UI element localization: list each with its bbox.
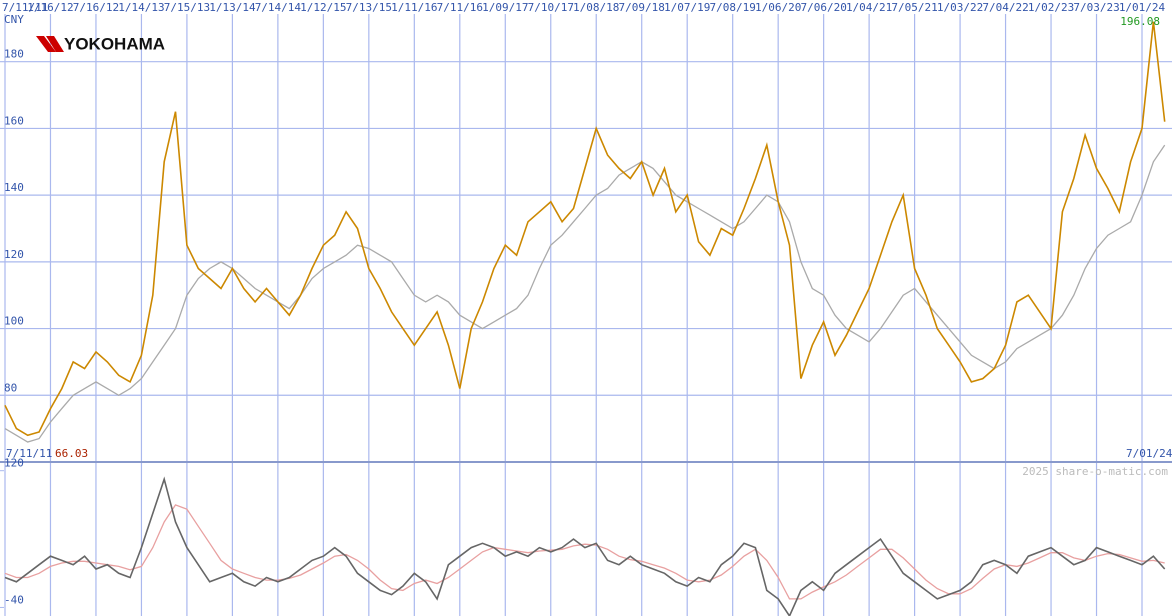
series-line xyxy=(4,476,1166,616)
y-tick-label: 140 xyxy=(4,181,24,194)
x-tick-label: 1/02/23 xyxy=(1028,1,1074,14)
y-tick-label: 120 xyxy=(4,248,24,261)
x-tick-label: 7/14/14 xyxy=(255,1,302,14)
series-line xyxy=(4,144,1166,443)
series-line xyxy=(4,21,1166,437)
x-tick-label: 7/15/13 xyxy=(164,1,210,14)
high-date: 7/01/24 xyxy=(1126,447,1172,460)
series-line xyxy=(4,504,1165,600)
x-tick-label: 7/08/19 xyxy=(710,1,756,14)
x-tick-label: 7/13/15 xyxy=(346,1,392,14)
x-tick-label: 1/01/24 xyxy=(1119,1,1166,14)
x-tick-label: 7/05/21 xyxy=(891,1,937,14)
x-tick-label: 1/03/22 xyxy=(937,1,983,14)
high-value: 196.08 xyxy=(1120,15,1160,28)
x-tick-label: 7/03/23 xyxy=(1073,1,1119,14)
y-tick-label: 180 xyxy=(4,48,24,61)
x-tick-label: 7/04/22 xyxy=(982,1,1028,14)
watermark: 2025 share-o-matic.com xyxy=(1022,465,1168,478)
x-tick-label: 7/06/20 xyxy=(800,1,846,14)
x-tick-label: 1/11/16 xyxy=(391,1,437,14)
logo-mark xyxy=(36,36,56,52)
logo-text: YOKOHAMA xyxy=(64,34,165,53)
x-tick-label: 1/08/18 xyxy=(573,1,619,14)
x-tick-label: 7/10/17 xyxy=(528,1,574,14)
plot xyxy=(4,21,1166,616)
x-tick-label: 1/07/19 xyxy=(664,1,710,14)
y-tick-label: 80 xyxy=(4,381,17,394)
x-tick-label: 1/04/21 xyxy=(846,1,892,14)
x-tick-label: 1/14/13 xyxy=(118,1,164,14)
y-tick-label: 100 xyxy=(4,315,24,328)
x-tick-label: 7/11/11 xyxy=(2,1,48,14)
logo-mark xyxy=(46,36,64,52)
x-tick-label: 1/16/12 xyxy=(27,1,73,14)
x-tick-label: 1/12/15 xyxy=(300,1,346,14)
x-tick-label: 7/16/12 xyxy=(73,1,119,14)
logo: YOKOHAMA xyxy=(36,34,165,53)
low-value: 66.03 xyxy=(55,447,88,460)
x-tick-label: 7/11/16 xyxy=(437,1,483,14)
low-date: 7/11/11 xyxy=(6,447,52,460)
x-tick-label: 7/09/18 xyxy=(619,1,665,14)
x-tick-label: 1/09/17 xyxy=(482,1,528,14)
x-tick-label: 1/06/20 xyxy=(755,1,801,14)
y-axis-label: CNY xyxy=(4,13,24,26)
y-tick-label: 120 xyxy=(4,457,24,470)
y-tick-label: 160 xyxy=(4,114,24,127)
x-tick-label: 1/13/14 xyxy=(209,1,256,14)
y-tick-label: -40 xyxy=(4,593,24,606)
